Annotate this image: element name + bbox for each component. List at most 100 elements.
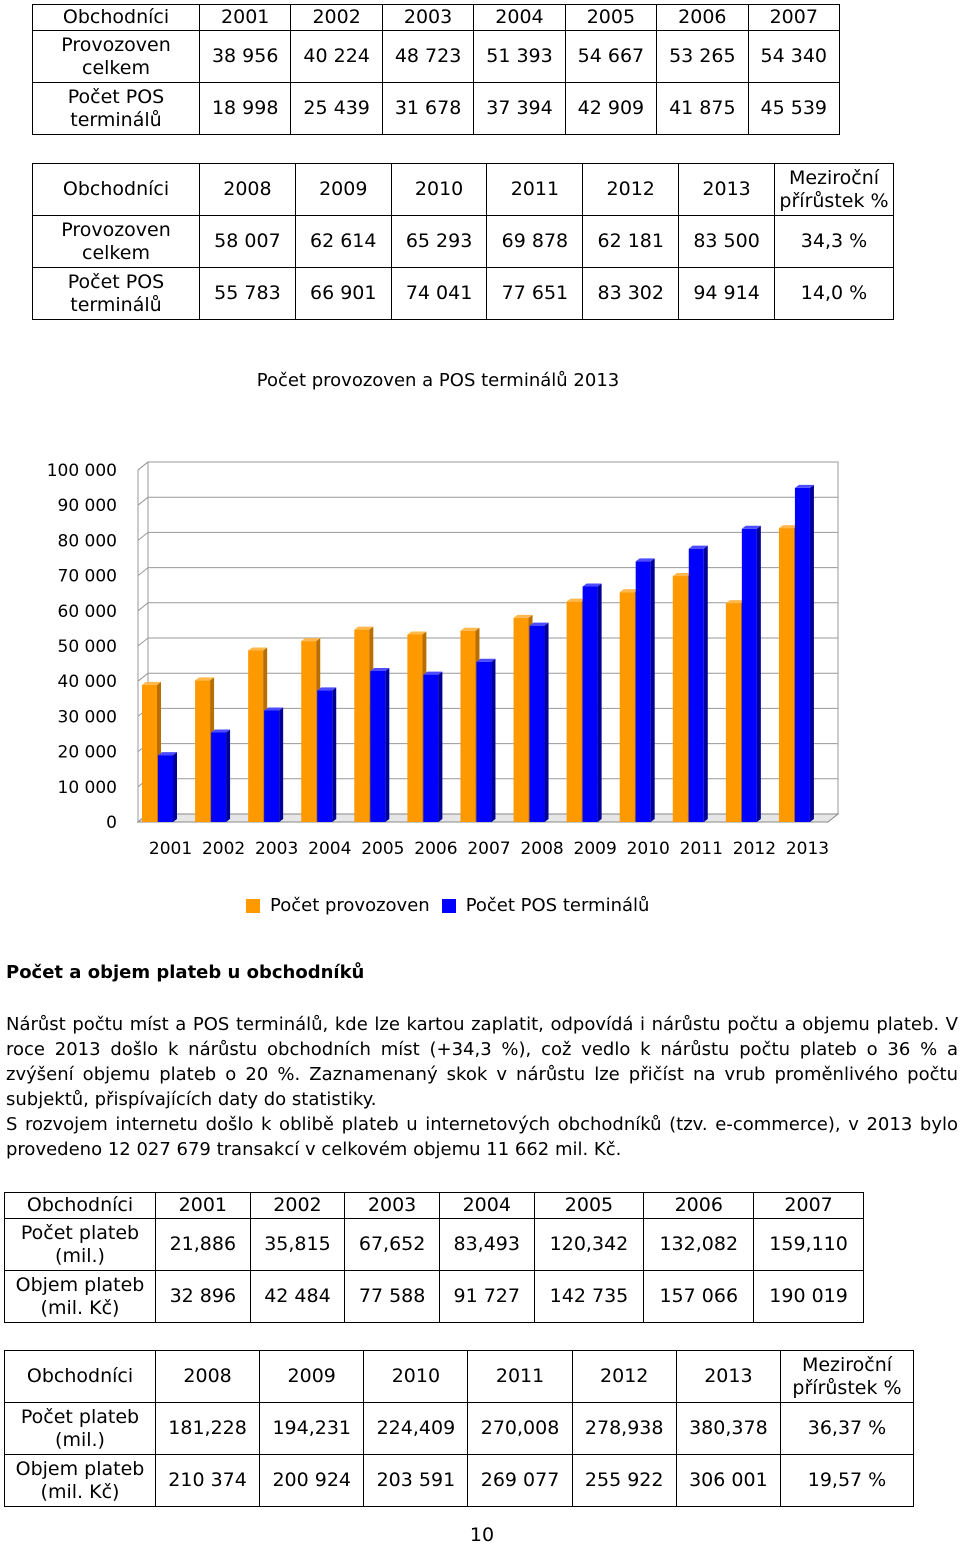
row-label: Objem plateb (mil. Kč) — [4, 1454, 156, 1507]
table-row: Počet plateb (mil.) 21,886 35,815 67,652… — [4, 1218, 864, 1271]
table-cell: 270,008 — [467, 1402, 573, 1455]
table-cell: 25 439 — [290, 82, 383, 135]
bar-pos-side — [491, 658, 496, 822]
bar-pos-front — [423, 674, 439, 822]
bar-provozoven-front — [301, 641, 317, 822]
bar-pos-top — [211, 729, 231, 733]
table-cell: 54 340 — [747, 30, 841, 83]
bar-pos-top — [423, 671, 443, 675]
bar-provozoven-front — [354, 629, 370, 822]
legend-label-pos: Počet POS terminálů — [465, 895, 650, 916]
table-cell: 51 393 — [473, 30, 566, 83]
bar-pos-top — [688, 545, 708, 549]
table-cell: 190 019 — [753, 1270, 864, 1323]
table-merchants-2001-2007: Obchodníci 2001 2002 2003 2004 2005 2006… — [32, 4, 841, 135]
bar-pos-top — [370, 667, 390, 671]
table-header-cell: 2004 — [438, 1192, 535, 1219]
table-header-cell: 2002 — [249, 1192, 346, 1219]
bar-pos-top — [476, 658, 496, 662]
bar-pos-side — [809, 484, 814, 822]
bar-pos-top — [582, 583, 602, 587]
table-cell: 65 293 — [390, 215, 488, 268]
table-header-cell: 2011 — [486, 163, 584, 216]
chart-legend: Počet provozoven Počet POS terminálů — [246, 895, 649, 916]
bar-pos-front — [794, 487, 810, 822]
table-cell: 18 998 — [198, 82, 292, 135]
table-cell: 66 901 — [294, 267, 392, 320]
table-cell: 200 924 — [259, 1454, 365, 1507]
y-tick-label: 0 — [106, 813, 117, 833]
bar-provozoven-top — [725, 600, 745, 604]
table-header-cell: 2008 — [199, 163, 296, 216]
bar-provozoven-top — [778, 525, 798, 529]
bar-provozoven-front — [672, 576, 688, 822]
bar-provozoven-top — [460, 627, 480, 631]
table-cell: 91 727 — [438, 1270, 535, 1323]
table-header-cell: 2003 — [381, 4, 475, 31]
bar-provozoven-front — [725, 603, 741, 822]
table-cell: 74 041 — [390, 267, 488, 320]
table-header-cell: 2009 — [259, 1350, 365, 1403]
table-cell: 132,082 — [643, 1218, 755, 1271]
bar-pos-top — [158, 752, 177, 756]
y-tick-label: 90 000 — [58, 496, 117, 516]
legend-swatch-provozoven — [246, 898, 260, 913]
table-header-cell: 2001 — [155, 1192, 251, 1219]
gridline-side — [137, 602, 149, 612]
table-header-cell: 2005 — [533, 1192, 645, 1219]
bar-provozoven-front — [195, 680, 211, 822]
table-payments-2001-2007: Obchodníci 2001 2002 2003 2004 2005 2006… — [4, 1192, 864, 1323]
table-header-cell: 2012 — [571, 1350, 677, 1403]
chart-title: Počet provozoven a POS terminálů 2013 — [256, 370, 620, 391]
y-tick-label: 30 000 — [58, 707, 117, 727]
x-tick-label: 2012 — [733, 839, 776, 859]
table-cell: 42 484 — [249, 1270, 346, 1323]
bar-pos-side — [438, 671, 443, 822]
table-cell: 77 651 — [486, 267, 584, 320]
table-cell: 380,378 — [675, 1402, 782, 1455]
table-header-cell: 2007 — [747, 4, 841, 31]
legend-label-provozoven: Počet provozoven — [270, 895, 430, 916]
paragraph: Nárůst počtu míst a POS terminálů, kde l… — [6, 1014, 958, 1110]
table-header-row: Obchodníci 2008 2009 2010 2011 2012 2013… — [4, 1350, 914, 1403]
table-cell: 142 735 — [533, 1270, 645, 1323]
table-header-cell: Obchodníci — [32, 4, 200, 31]
page-number: 10 — [469, 1524, 495, 1546]
bar-provozoven-top — [248, 647, 268, 651]
gridline-side — [137, 532, 149, 541]
bar-pos-front — [158, 755, 173, 822]
bar-pos-side — [597, 583, 602, 822]
table-cell: 255 922 — [571, 1454, 677, 1507]
bar-pos-front — [741, 528, 757, 822]
bar-pos-top — [529, 622, 549, 626]
y-tick-label: 10 000 — [58, 778, 117, 798]
bar-pos-front — [317, 690, 333, 822]
bar-pos-side — [279, 707, 284, 822]
table-cell: 48 723 — [381, 30, 475, 83]
bar-provozoven-top — [619, 589, 639, 593]
gridline-side — [137, 672, 149, 682]
row-label: Počet plateb (mil.) — [4, 1218, 156, 1271]
y-tick-label: 100 000 — [47, 461, 117, 481]
table-cell: 53 265 — [656, 30, 749, 83]
x-tick-label: 2013 — [786, 839, 829, 859]
bar-pos-front — [582, 586, 598, 822]
table-header-cell: 2006 — [656, 4, 749, 31]
bar-provozoven-top — [142, 681, 161, 685]
bar-provozoven-front — [142, 684, 157, 822]
bar-pos-side — [226, 729, 231, 822]
table-cell: 45 539 — [747, 82, 841, 135]
bar-provozoven-top — [672, 573, 692, 577]
bar-pos-side — [332, 687, 337, 822]
table-cell: 62 614 — [294, 215, 392, 268]
table-cell: 36,37 % — [780, 1402, 914, 1455]
bar-provozoven-top — [407, 631, 427, 635]
bar-pos-top — [635, 558, 655, 562]
y-tick-label: 50 000 — [58, 637, 117, 657]
bar-pos-side — [544, 622, 549, 822]
table-cell: 120,342 — [533, 1218, 645, 1271]
table-row: Provozoven celkem 58 007 62 614 65 293 6… — [32, 215, 894, 268]
x-tick-label: 2007 — [467, 839, 510, 859]
table-cell: 54 667 — [564, 30, 658, 83]
x-tick-label: 2004 — [308, 839, 351, 859]
